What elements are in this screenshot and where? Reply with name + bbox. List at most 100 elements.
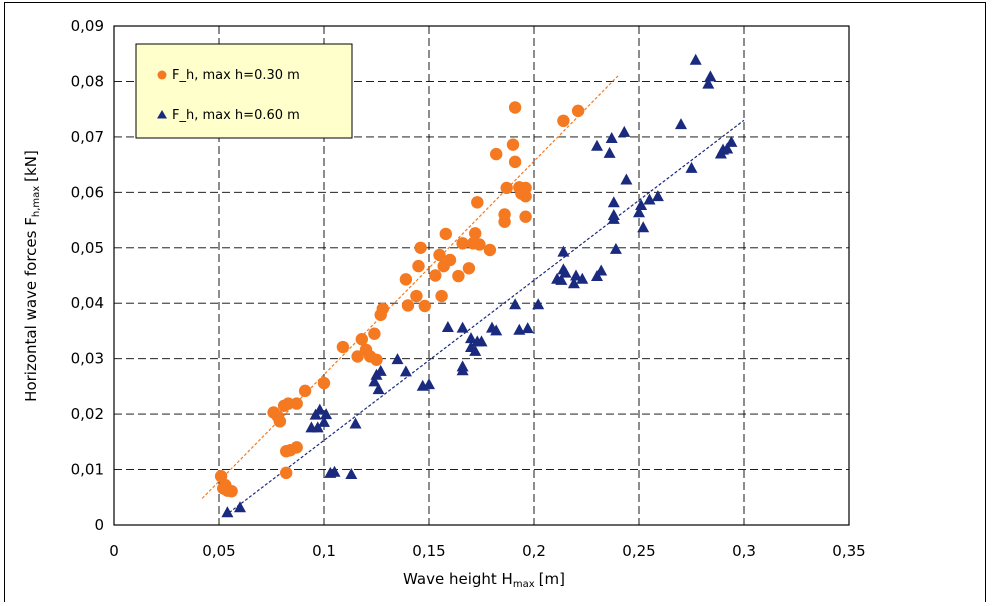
x-tick-label: 0,05: [202, 542, 235, 560]
data-point-series-2: [607, 212, 620, 224]
data-point-series-2: [555, 273, 568, 285]
data-point-series-1: [401, 299, 415, 312]
x-tick-label: 0,3: [732, 542, 756, 560]
data-points: [214, 53, 738, 518]
data-point-series-1: [462, 262, 476, 275]
data-point-series-1: [317, 376, 331, 390]
data-point-series-1: [490, 147, 503, 161]
data-point-series-1: [418, 299, 431, 313]
x-tick-label: 0,2: [522, 542, 546, 560]
data-point-series-2: [318, 415, 330, 427]
x-tick-label: 0,1: [312, 542, 336, 560]
x-tick-label: 0: [109, 542, 119, 560]
data-point-series-1: [557, 114, 570, 128]
data-point-series-2: [591, 270, 603, 282]
data-point-series-1: [273, 415, 287, 428]
x-tick-label: 0,35: [832, 542, 865, 560]
data-point-series-1: [443, 253, 457, 267]
data-point-series-2: [349, 417, 362, 429]
data-point-series-2: [372, 383, 385, 395]
data-point-series-2: [702, 77, 715, 89]
legend-box: [135, 43, 353, 139]
y-tick-labels: 0 0,01 0,02 0,03 0,04 0,05 0,06 0,07 0,08 0,09: [71, 17, 104, 534]
data-point-series-2: [595, 264, 608, 276]
data-point-series-2: [475, 335, 488, 347]
data-point-series-2: [368, 375, 381, 387]
data-point-series-2: [345, 467, 358, 479]
x-axis-title: Wave height Hmax [m]: [403, 570, 565, 590]
y-tick-label: 0,02: [71, 405, 104, 423]
data-point-series-2: [320, 408, 333, 420]
data-point-series-1: [456, 237, 469, 250]
data-point-series-2: [399, 365, 412, 377]
trendline-series-2: [224, 119, 745, 517]
data-point-series-1: [351, 350, 364, 363]
data-point-series-2: [465, 332, 477, 344]
data-point-series-1: [506, 138, 520, 151]
y-tick-label: 0,01: [71, 461, 104, 479]
data-point-series-1: [290, 397, 303, 410]
data-point-series-1: [399, 273, 413, 286]
data-point-series-1: [429, 269, 442, 282]
data-point-series-2: [675, 118, 687, 130]
data-point-series-1: [414, 241, 427, 254]
data-point-series-2: [570, 269, 582, 281]
data-point-series-1: [435, 289, 448, 303]
data-point-series-2: [456, 321, 469, 333]
x-tick-label: 0,15: [412, 542, 445, 560]
data-point-series-2: [441, 321, 454, 333]
data-point-series-2: [607, 196, 620, 208]
data-point-series-2: [633, 206, 645, 218]
data-point-series-2: [651, 190, 664, 202]
legend: F_h, max h=0.30 m F_h, max h=0.60 m: [135, 43, 353, 139]
data-point-series-2: [603, 146, 616, 158]
data-point-series-1: [433, 248, 446, 262]
data-point-series-1: [469, 227, 482, 240]
data-point-series-1: [508, 101, 522, 114]
data-point-series-2: [311, 421, 324, 433]
data-point-series-1: [370, 353, 383, 366]
legend-series-2-label: F_h, max h=0.60 m: [172, 108, 300, 123]
data-point-series-1: [483, 243, 497, 257]
data-point-series-2: [456, 364, 469, 376]
data-point-series-2: [313, 403, 326, 415]
data-point-series-2: [557, 245, 570, 257]
data-point-series-2: [725, 135, 738, 147]
data-point-series-1: [298, 384, 312, 398]
data-point-series-2: [685, 161, 698, 173]
data-point-series-1: [500, 181, 513, 195]
data-point-series-1: [571, 104, 585, 118]
x-tick-label: 0,25: [622, 542, 655, 560]
data-point-series-2: [374, 364, 387, 376]
legend-circle-marker: [157, 70, 167, 80]
data-point-series-2: [721, 142, 734, 154]
data-point-series-2: [609, 242, 622, 254]
data-point-series-1: [376, 302, 389, 315]
y-tick-label: 0: [94, 516, 104, 534]
data-point-series-1: [508, 155, 522, 169]
data-point-series-2: [328, 465, 341, 477]
data-point-series-2: [704, 70, 717, 82]
data-point-series-2: [490, 324, 503, 336]
data-point-series-2: [618, 125, 631, 137]
data-point-series-2: [469, 344, 482, 356]
trendline-series-1: [201, 75, 619, 499]
data-point-series-2: [234, 501, 246, 513]
data-point-series-2: [391, 353, 404, 365]
data-point-series-2: [423, 378, 435, 390]
y-tick-label: 0,03: [71, 350, 104, 368]
data-point-series-2: [576, 272, 589, 284]
y-tick-label: 0,08: [71, 72, 104, 90]
data-point-series-1: [439, 227, 452, 241]
legend-triangle-marker: [157, 110, 167, 119]
data-point-series-2: [221, 506, 234, 518]
data-point-series-1: [410, 289, 423, 303]
y-tick-label: 0,05: [71, 239, 104, 257]
data-point-series-2: [637, 221, 650, 233]
data-point-series-2: [635, 199, 648, 211]
data-point-series-2: [521, 322, 534, 334]
data-point-series-1: [336, 340, 350, 354]
y-tick-label: 0,06: [71, 183, 104, 201]
data-point-series-2: [620, 173, 633, 185]
data-point-series-1: [519, 190, 532, 203]
